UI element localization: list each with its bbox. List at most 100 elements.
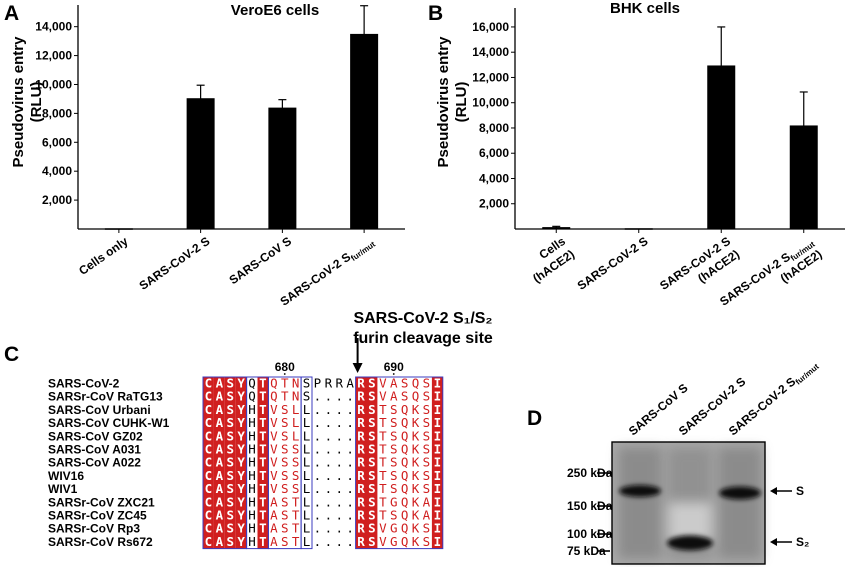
sequence-residue: T xyxy=(259,376,267,391)
sequence-residue: S xyxy=(390,455,398,470)
sequence-residue: S xyxy=(226,376,234,391)
sequence-residue: Y xyxy=(237,376,245,391)
sequence-residue: A xyxy=(270,494,278,509)
sequence-residue: C xyxy=(205,428,213,443)
sequence-residue: Q xyxy=(401,428,409,443)
sequence-residue: Y xyxy=(237,415,245,430)
sequence-residue: L xyxy=(303,494,311,509)
conserved-column xyxy=(366,377,378,549)
sequence-residue: C xyxy=(205,376,213,391)
sequence-residue: H xyxy=(248,442,256,457)
sequence-residue: . xyxy=(346,521,354,536)
chart-b-ytick-label: 2,000 xyxy=(479,197,509,211)
sequence-residue: A xyxy=(270,521,278,536)
sequence-residue: C xyxy=(205,534,213,549)
chart-a-bar xyxy=(268,107,297,229)
sequence-residue: . xyxy=(335,428,343,443)
sequence-residue: R xyxy=(357,455,365,470)
sequence-residue: S xyxy=(423,534,431,549)
panel-label-a: A xyxy=(4,2,20,25)
band-s2-lane2 xyxy=(667,535,713,551)
sequence-residue: H xyxy=(248,508,256,523)
sequence-residue: A xyxy=(270,508,278,523)
lane-smear xyxy=(718,447,762,559)
sequence-residue: A xyxy=(216,494,224,509)
sequence-residue: V xyxy=(379,376,387,391)
sequence-residue: I xyxy=(434,494,442,509)
sequence-residue: S xyxy=(226,428,234,443)
sequence-residue: . xyxy=(346,534,354,549)
furin-site-label: SARS-CoV-2 S₁/S₂ furin cleavage site xyxy=(318,309,528,349)
panel-label-b: B xyxy=(428,2,444,25)
sequence-residue: S xyxy=(281,494,289,509)
conserved-column xyxy=(235,377,247,549)
sequence-residue: . xyxy=(335,402,343,417)
sequence-residue: I xyxy=(434,481,442,496)
sequence-residue: T xyxy=(259,494,267,509)
sequence-residue: V xyxy=(379,534,387,549)
sequence-residue: A xyxy=(216,402,224,417)
sequence-residue: I xyxy=(434,442,442,457)
sequence-residue: Y xyxy=(237,468,245,483)
chart-b-title: BHK cells xyxy=(609,0,681,17)
sequence-residue: T xyxy=(259,455,267,470)
sequence-residue: Q xyxy=(401,402,409,417)
sequence-residue: V xyxy=(270,415,278,430)
sequence-residue: L xyxy=(303,508,311,523)
sequence-residue: Y xyxy=(237,442,245,457)
sequence-residue: T xyxy=(379,468,387,483)
chart-a-bar xyxy=(350,33,379,229)
sequence-residue: . xyxy=(346,402,354,417)
chart-a-ytick-label: 14,000 xyxy=(35,20,72,34)
sequence-residue: I xyxy=(434,468,442,483)
sequence-residue: A xyxy=(346,376,354,391)
sequence-residue: S xyxy=(226,389,234,404)
sequence-residue: . xyxy=(314,402,322,417)
sequence-residue: T xyxy=(259,442,267,457)
sequence-residue: V xyxy=(270,455,278,470)
sequence-residue: S xyxy=(292,481,300,496)
sequence-name: SARS-CoV CUHK-W1 xyxy=(48,416,170,430)
sequence-residue: Y xyxy=(237,389,245,404)
sequence-residue: L xyxy=(303,415,311,430)
sequence-residue: S xyxy=(390,402,398,417)
sequence-residue: T xyxy=(379,402,387,417)
sequence-residue: . xyxy=(325,534,333,549)
sequence-residue: T xyxy=(259,481,267,496)
sequence-residue: Q xyxy=(401,534,409,549)
furin-line2: furin cleavage site xyxy=(353,330,493,347)
sequence-residue: R xyxy=(357,376,365,391)
sequence-residue: A xyxy=(423,508,431,523)
sequence-residue: A xyxy=(216,455,224,470)
sequence-residue: T xyxy=(379,494,387,509)
sequence-residue: Q xyxy=(401,442,409,457)
sequence-residue: S xyxy=(292,468,300,483)
sequence-residue: . xyxy=(335,521,343,536)
position-dot xyxy=(392,373,395,375)
sequence-residue: . xyxy=(314,508,322,523)
sequence-residue: . xyxy=(346,508,354,523)
sequence-residue: V xyxy=(270,481,278,496)
sequence-residue: S xyxy=(281,521,289,536)
sequence-residue: H xyxy=(248,481,256,496)
sequence-residue: K xyxy=(412,442,420,457)
sequence-residue: S xyxy=(390,468,398,483)
sequence-residue: T xyxy=(259,468,267,483)
sequence-residue: K xyxy=(412,521,420,536)
sequence-residue: . xyxy=(325,494,333,509)
sequence-residue: . xyxy=(325,521,333,536)
sequence-residue: . xyxy=(346,389,354,404)
sequence-residue: Q xyxy=(248,376,256,391)
sequence-residue: S xyxy=(292,455,300,470)
chart-b-ytick-label: 16,000 xyxy=(472,20,509,34)
sequence-residue: S xyxy=(281,534,289,549)
sequence-residue: . xyxy=(314,481,322,496)
sequence-name: WIV16 xyxy=(48,469,84,483)
sequence-residue: Q xyxy=(401,455,409,470)
sequence-residue: K xyxy=(412,494,420,509)
sequence-residue: Q xyxy=(412,376,420,391)
sequence-residue: S xyxy=(368,415,376,430)
sequence-residue: . xyxy=(335,415,343,430)
lane-smear xyxy=(618,447,662,559)
